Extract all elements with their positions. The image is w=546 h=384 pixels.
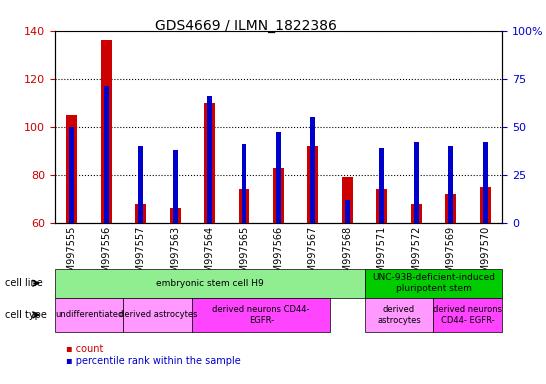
Bar xyxy=(307,146,318,223)
Text: GDS4669 / ILMN_1822386: GDS4669 / ILMN_1822386 xyxy=(155,19,337,33)
Bar xyxy=(135,204,146,223)
Bar xyxy=(170,208,181,223)
Text: derived
astrocytes: derived astrocytes xyxy=(377,305,421,324)
Bar xyxy=(342,177,353,223)
Bar xyxy=(411,204,422,223)
Text: derived astrocytes: derived astrocytes xyxy=(118,310,197,319)
Bar xyxy=(239,189,250,223)
Bar xyxy=(483,142,488,223)
Text: UNC-93B-deficient-induced
pluripotent stem: UNC-93B-deficient-induced pluripotent st… xyxy=(372,273,495,293)
Text: undifferentiated: undifferentiated xyxy=(55,310,123,319)
Bar xyxy=(345,200,350,223)
Bar xyxy=(273,167,284,223)
Text: derived neurons
CD44- EGFR-: derived neurons CD44- EGFR- xyxy=(434,305,502,324)
Bar xyxy=(311,117,315,223)
Bar xyxy=(67,115,77,223)
Bar xyxy=(204,103,215,223)
Bar xyxy=(480,187,490,223)
Bar xyxy=(104,86,109,223)
Text: ▪ count: ▪ count xyxy=(66,344,103,354)
Bar xyxy=(448,146,453,223)
Bar xyxy=(242,144,246,223)
Text: cell type: cell type xyxy=(5,310,48,320)
Bar xyxy=(173,150,177,223)
Text: derived neurons CD44-
EGFR-: derived neurons CD44- EGFR- xyxy=(212,305,310,324)
Bar xyxy=(445,194,456,223)
Bar xyxy=(376,189,387,223)
Bar xyxy=(101,40,112,223)
Text: embryonic stem cell H9: embryonic stem cell H9 xyxy=(156,279,264,288)
Bar xyxy=(379,148,384,223)
Bar xyxy=(414,142,419,223)
Text: cell line: cell line xyxy=(5,278,43,288)
Bar xyxy=(138,146,143,223)
Bar xyxy=(276,132,281,223)
Bar xyxy=(69,127,74,223)
Text: ▪ percentile rank within the sample: ▪ percentile rank within the sample xyxy=(66,356,240,366)
Bar xyxy=(207,96,212,223)
